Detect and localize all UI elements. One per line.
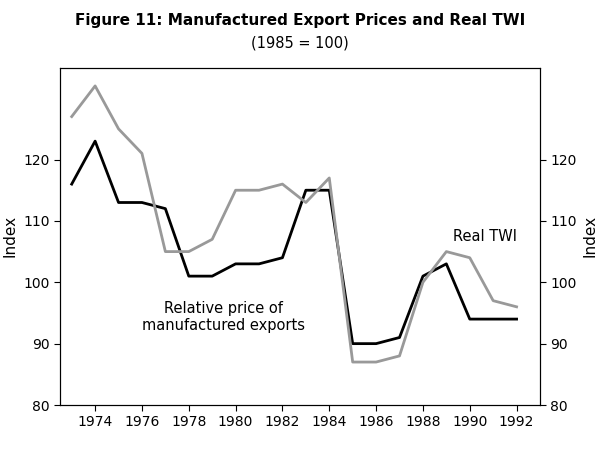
Y-axis label: Index: Index xyxy=(2,215,17,257)
Text: Real TWI: Real TWI xyxy=(454,229,517,244)
Text: Relative price of
manufactured exports: Relative price of manufactured exports xyxy=(142,301,305,333)
Y-axis label: Index: Index xyxy=(583,215,598,257)
Text: Figure 11: Manufactured Export Prices and Real TWI: Figure 11: Manufactured Export Prices an… xyxy=(75,14,525,28)
Text: (1985 = 100): (1985 = 100) xyxy=(251,36,349,51)
